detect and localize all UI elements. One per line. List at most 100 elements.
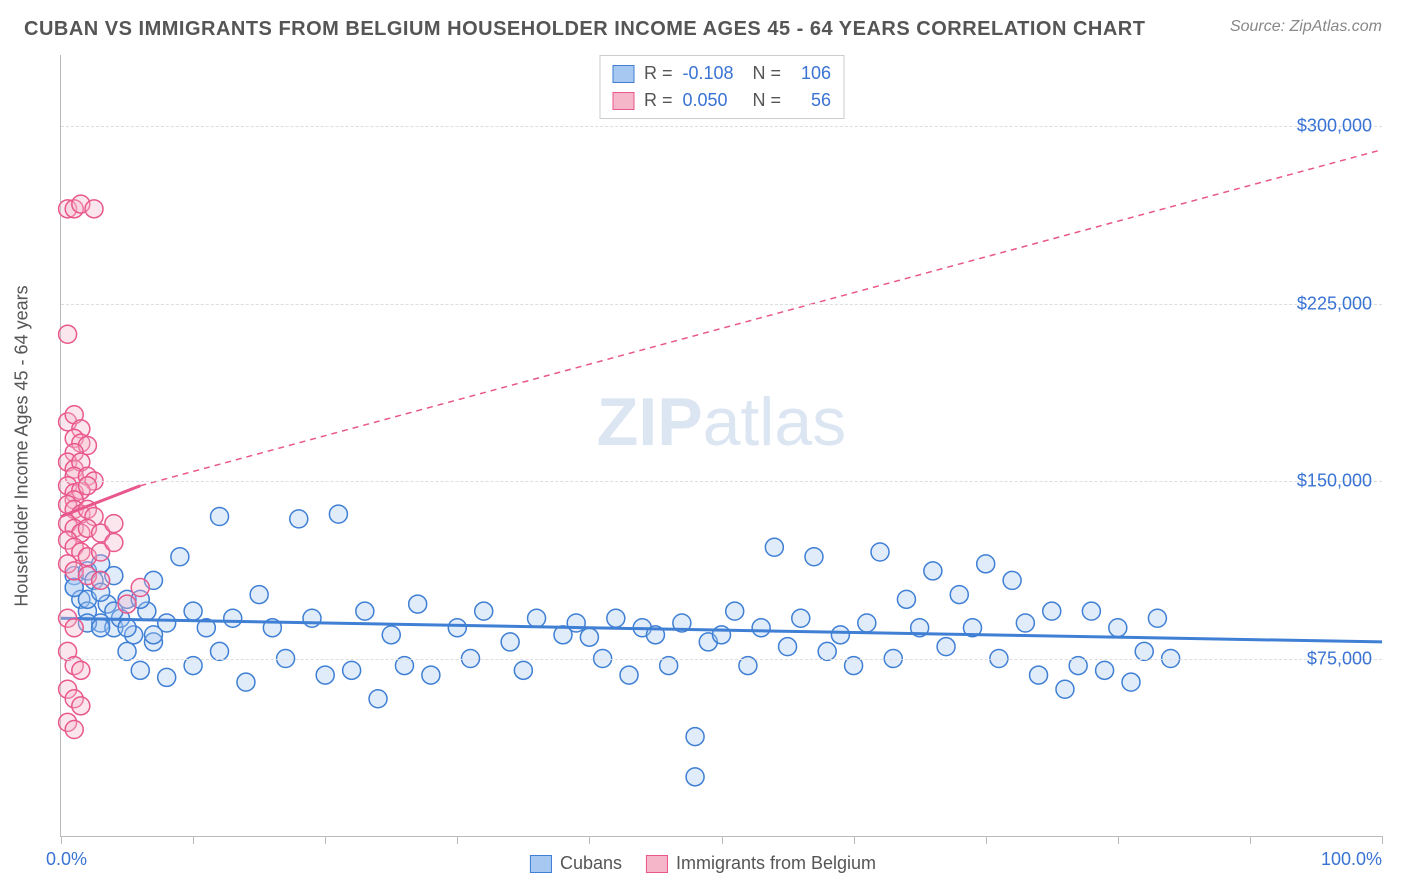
data-point bbox=[1056, 680, 1074, 698]
data-point bbox=[92, 571, 110, 589]
data-point bbox=[85, 200, 103, 218]
y-tick-label: $150,000 bbox=[1297, 471, 1372, 492]
legend-series-item: Immigrants from Belgium bbox=[646, 853, 876, 874]
x-tick bbox=[722, 836, 723, 844]
chart-plot-area: R =-0.108N =106R =0.050N =56 ZIPatlas $7… bbox=[60, 55, 1382, 837]
x-tick bbox=[325, 836, 326, 844]
gridline bbox=[61, 126, 1382, 127]
legend-swatch bbox=[612, 92, 634, 110]
data-point bbox=[1109, 619, 1127, 637]
data-point bbox=[144, 626, 162, 644]
data-point bbox=[528, 609, 546, 627]
legend-stat-row: R = 0.050 N = 56 bbox=[612, 87, 831, 114]
data-point bbox=[792, 609, 810, 627]
data-point bbox=[59, 325, 77, 343]
data-point bbox=[72, 661, 90, 679]
y-axis-title: Householder Income Ages 45 - 64 years bbox=[12, 285, 33, 606]
data-point bbox=[316, 666, 334, 684]
y-tick-label: $225,000 bbox=[1297, 293, 1372, 314]
source-attribution: Source: ZipAtlas.com bbox=[1230, 18, 1382, 36]
data-point bbox=[118, 595, 136, 613]
series-legend: Cubans Immigrants from Belgium bbox=[530, 853, 876, 874]
gridline bbox=[61, 304, 1382, 305]
y-tick-label: $75,000 bbox=[1307, 648, 1372, 669]
n-value: 106 bbox=[791, 60, 831, 87]
x-tick bbox=[1118, 836, 1119, 844]
data-point bbox=[871, 543, 889, 561]
r-label: R = bbox=[644, 87, 673, 114]
data-point bbox=[752, 619, 770, 637]
data-point bbox=[290, 510, 308, 528]
r-label: R = bbox=[644, 60, 673, 87]
x-tick bbox=[61, 836, 62, 844]
data-point bbox=[686, 768, 704, 786]
data-point bbox=[1096, 661, 1114, 679]
data-point bbox=[250, 586, 268, 604]
legend-series-label: Cubans bbox=[560, 853, 622, 874]
data-point bbox=[1148, 609, 1166, 627]
data-point bbox=[1082, 602, 1100, 620]
data-point bbox=[1122, 673, 1140, 691]
data-point bbox=[567, 614, 585, 632]
legend-stat-row: R =-0.108N =106 bbox=[612, 60, 831, 87]
data-point bbox=[475, 602, 493, 620]
data-point bbox=[607, 609, 625, 627]
x-axis-max-label: 100.0% bbox=[1321, 849, 1382, 870]
legend-swatch bbox=[612, 65, 634, 83]
data-point bbox=[72, 697, 90, 715]
chart-title: CUBAN VS IMMIGRANTS FROM BELGIUM HOUSEHO… bbox=[24, 18, 1145, 41]
data-point bbox=[105, 515, 123, 533]
data-point bbox=[369, 690, 387, 708]
data-point bbox=[765, 538, 783, 556]
data-point bbox=[726, 602, 744, 620]
scatter-plot-svg bbox=[61, 55, 1382, 836]
data-point bbox=[184, 602, 202, 620]
data-point bbox=[950, 586, 968, 604]
r-value: 0.050 bbox=[683, 87, 743, 114]
x-tick bbox=[854, 836, 855, 844]
data-point bbox=[422, 666, 440, 684]
data-point bbox=[158, 668, 176, 686]
x-tick bbox=[1250, 836, 1251, 844]
trend-line-dashed bbox=[140, 150, 1382, 486]
data-point bbox=[329, 505, 347, 523]
x-tick bbox=[589, 836, 590, 844]
data-point bbox=[897, 590, 915, 608]
data-point bbox=[448, 619, 466, 637]
data-point bbox=[171, 548, 189, 566]
x-tick bbox=[457, 836, 458, 844]
x-tick bbox=[193, 836, 194, 844]
legend-swatch bbox=[530, 855, 552, 873]
data-point bbox=[409, 595, 427, 613]
n-value: 56 bbox=[791, 87, 831, 114]
legend-series-item: Cubans bbox=[530, 853, 622, 874]
data-point bbox=[1030, 666, 1048, 684]
x-tick bbox=[986, 836, 987, 844]
correlation-legend: R =-0.108N =106R = 0.050 N = 56 bbox=[599, 55, 844, 119]
data-point bbox=[92, 619, 110, 637]
data-point bbox=[65, 619, 83, 637]
legend-series-label: Immigrants from Belgium bbox=[676, 853, 876, 874]
data-point bbox=[224, 609, 242, 627]
data-point bbox=[382, 626, 400, 644]
data-point bbox=[514, 661, 532, 679]
data-point bbox=[211, 508, 229, 526]
data-point bbox=[131, 661, 149, 679]
data-point bbox=[686, 728, 704, 746]
x-tick bbox=[1382, 836, 1383, 844]
data-point bbox=[303, 609, 321, 627]
data-point bbox=[343, 661, 361, 679]
legend-swatch bbox=[646, 855, 668, 873]
data-point bbox=[779, 638, 797, 656]
data-point bbox=[501, 633, 519, 651]
data-point bbox=[924, 562, 942, 580]
data-point bbox=[237, 673, 255, 691]
data-point bbox=[78, 477, 96, 495]
data-point bbox=[105, 534, 123, 552]
data-point bbox=[65, 721, 83, 739]
n-label: N = bbox=[753, 87, 782, 114]
data-point bbox=[977, 555, 995, 573]
data-point bbox=[118, 619, 136, 637]
data-point bbox=[131, 579, 149, 597]
data-point bbox=[580, 628, 598, 646]
